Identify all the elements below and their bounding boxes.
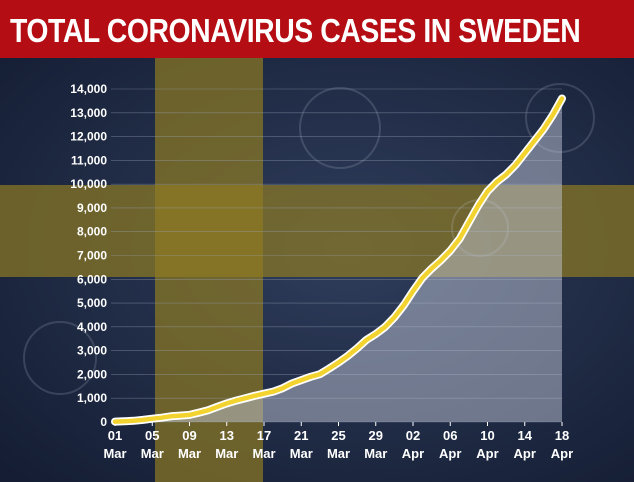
x-tick-label-month: Mar xyxy=(252,446,275,461)
x-tick-label-month: Apr xyxy=(402,446,424,461)
x-tick-label-day: 21 xyxy=(294,428,308,443)
x-tick-label-day: 06 xyxy=(443,428,457,443)
x-tick-label-day: 18 xyxy=(555,428,569,443)
x-tick-label-month: Mar xyxy=(327,446,350,461)
x-tick-label-month: Apr xyxy=(476,446,498,461)
x-tick-label-day: 01 xyxy=(108,428,122,443)
y-tick-label: 8,000 xyxy=(77,225,107,239)
x-tick-label-month: Apr xyxy=(439,446,461,461)
y-tick-label: 13,000 xyxy=(70,106,107,120)
x-tick-label-day: 02 xyxy=(406,428,420,443)
y-tick-label: 12,000 xyxy=(70,130,107,144)
y-tick-label: 10,000 xyxy=(70,177,107,191)
x-tick-label-month: Mar xyxy=(103,446,126,461)
x-tick-label-month: Apr xyxy=(514,446,536,461)
chart-plot: 0 1,000 2,000 3,000 4,000 5,000 6,000 7,000 8,00… xyxy=(0,58,634,482)
x-tick-label-day: 09 xyxy=(182,428,196,443)
title-bar: TOTAL CORONAVIRUS CASES IN SWEDEN xyxy=(0,0,634,58)
area-fill xyxy=(115,98,562,422)
x-tick-label-month: Mar xyxy=(364,446,387,461)
x-tick-label-month: Apr xyxy=(551,446,573,461)
y-tick-label: 9,000 xyxy=(77,201,107,215)
y-tick-label: 0 xyxy=(100,415,107,429)
x-tick-label-month: Mar xyxy=(215,446,238,461)
y-tick-label: 7,000 xyxy=(77,249,107,263)
y-tick-label: 5,000 xyxy=(77,296,107,310)
x-tick-label-month: Mar xyxy=(178,446,201,461)
series-line xyxy=(112,96,565,424)
x-tick-label-day: 10 xyxy=(480,428,494,443)
y-tick-label: 6,000 xyxy=(77,272,107,286)
y-tick-label: 11,000 xyxy=(71,153,107,167)
y-tick-label: 4,000 xyxy=(77,320,107,334)
x-tick-label-month: Mar xyxy=(290,446,313,461)
x-tick-label-day: 25 xyxy=(331,428,345,443)
y-tick-label: 14,000 xyxy=(70,82,107,96)
x-tick-label-month: Mar xyxy=(141,446,164,461)
x-tick-label-day: 13 xyxy=(220,428,234,443)
y-tick-label: 3,000 xyxy=(77,344,107,358)
x-tick-label-day: 29 xyxy=(369,428,383,443)
chart-title: TOTAL CORONAVIRUS CASES IN SWEDEN xyxy=(10,12,581,49)
y-tick-label: 1,000 xyxy=(77,391,107,405)
y-tick-label: 2,000 xyxy=(77,367,107,381)
x-tick-label-day: 05 xyxy=(145,428,159,443)
x-tick-label-day: 14 xyxy=(518,428,533,443)
x-tick-label-day: 17 xyxy=(257,428,271,443)
